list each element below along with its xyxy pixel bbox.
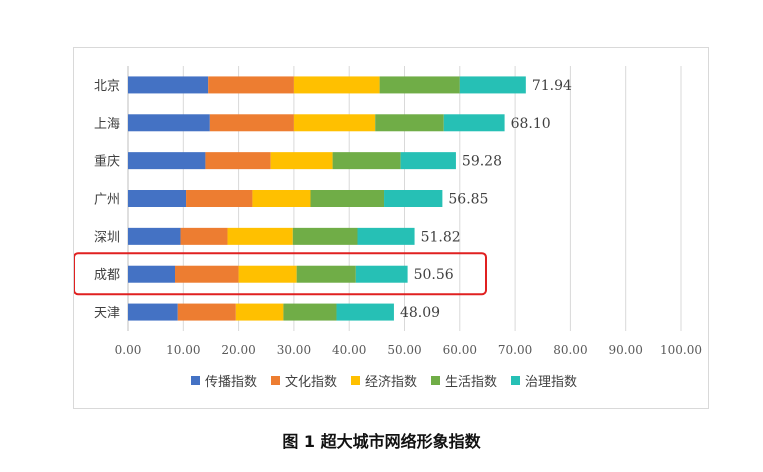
bar-segment [128,152,206,170]
legend-swatch [271,376,280,385]
legend-label: 治理指数 [525,375,577,390]
bar-total-label: 68.10 [511,116,551,132]
bar-segment [332,152,401,170]
bar-segment [270,152,333,170]
stacked-bar-chart: 0.00 10.00 20.00 30.00 40.00 50.00 60.00 70.00 8… [74,66,702,390]
x-tick-label: 70.00 [498,343,532,357]
bar-segment [296,265,356,283]
bar-segment [443,114,505,132]
bar-segment [384,190,443,207]
x-tick-label: 90.00 [609,343,643,357]
bar-segment [355,265,408,283]
bar-segment [310,190,385,207]
bar-segment [292,227,358,245]
legend-swatch [191,376,200,385]
x-tick-label: 30.00 [277,343,311,357]
chart-frame: 0.00 10.00 20.00 30.00 40.00 50.00 60.00 70.00 8… [73,47,709,409]
category-label: 广州 [94,193,120,208]
x-tick-label: 0.00 [115,343,142,357]
bar-segment [128,227,181,245]
bar-segment [283,303,337,321]
bar-segment [205,152,271,170]
x-tick-label: 100.00 [660,343,702,357]
bar-segment [175,265,239,283]
x-tick-label: 10.00 [166,343,200,357]
bar-segment [293,76,380,94]
legend-swatch [351,376,360,385]
legend-label: 经济指数 [365,375,417,390]
x-tick-label: 20.00 [221,343,255,357]
category-label: 深圳 [94,230,120,245]
x-tick-label: 40.00 [332,343,366,357]
bar-total-label: 56.85 [448,192,488,208]
legend-swatch [431,376,440,385]
legend-label: 传播指数 [205,375,257,390]
category-label: 天津 [94,306,120,321]
bar-segment [128,114,210,132]
bar-segment [400,152,456,170]
x-tick-label: 80.00 [553,343,587,357]
bar-total-label: 51.82 [421,229,461,245]
bar-total-label: 48.09 [400,305,440,321]
bar-segment [208,76,294,94]
x-tick-label: 60.00 [443,343,477,357]
bar-segment [128,190,187,207]
bar-segment [186,190,253,207]
bar-segment [180,227,228,245]
bar-segment [128,76,209,94]
bar-segment [238,265,297,283]
bar-total-label: 50.56 [414,267,454,283]
figure-caption: 图 1 超大城市网络形象指数 [282,432,481,451]
legend-swatch [511,376,520,385]
bar-total-label: 71.94 [532,78,572,94]
bar-segment [357,227,415,245]
bar-segment [177,303,236,321]
legend-label: 文化指数 [285,375,337,390]
category-label: 重庆 [94,154,120,170]
bar-total-label: 59.28 [462,154,502,170]
bar-segment [293,114,376,132]
bar-segment [209,114,294,132]
bar-segment [375,114,444,132]
x-tick-label: 50.00 [387,343,421,357]
bar-segment [336,303,394,321]
legend-label: 生活指数 [445,375,497,390]
category-label: 上海 [94,117,120,132]
category-label: 成都 [94,268,120,283]
bar-segment [235,303,284,321]
bar-segment [128,265,176,283]
category-label: 北京 [94,79,120,94]
bar-segment [459,76,526,94]
bar-segment [379,76,460,94]
bar-segment [227,227,293,245]
highlight-box [74,252,487,296]
bar-segment [252,190,311,207]
bar-segment [128,303,178,321]
